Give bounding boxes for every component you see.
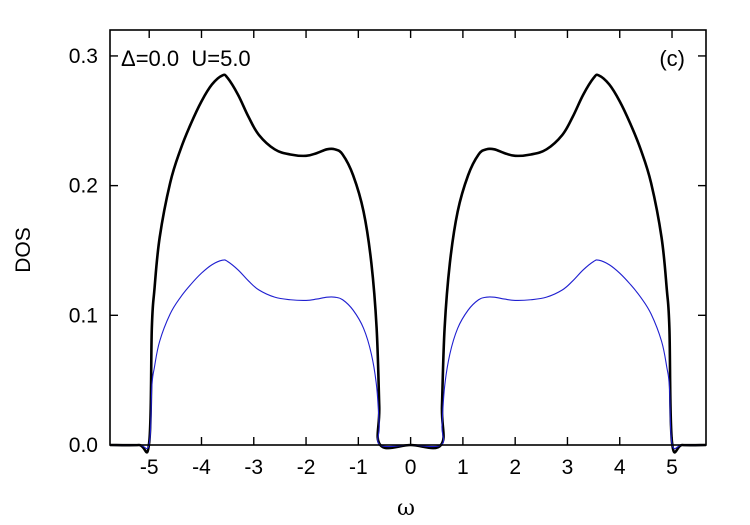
x-tick-label: -5 — [140, 456, 159, 479]
x-tick-label: -2 — [297, 456, 316, 479]
plot-frame — [109, 29, 707, 446]
x-tick-label: -4 — [192, 456, 211, 479]
x-tick-label: 1 — [457, 456, 469, 479]
ticks-layer: -5 -4 -3 -2 -1 0 1 2 3 4 5 0.0 0.1 0.2 0.3 — [69, 30, 706, 479]
x-tick-label: 3 — [562, 456, 574, 479]
series-layer — [109, 73, 707, 454]
y-tick-label: 0.1 — [69, 304, 98, 327]
x-tick-label: 2 — [509, 456, 521, 479]
y-tick-label: 0.2 — [69, 175, 98, 198]
params-annotation: Δ=0.0 U=5.0 — [121, 46, 251, 71]
series-line-black — [109, 73, 707, 454]
x-tick-label: 5 — [666, 456, 678, 479]
x-tick-label: -1 — [349, 456, 368, 479]
panel-label: (c) — [659, 46, 685, 71]
x-tick-label: -3 — [244, 456, 263, 479]
x-tick-label: 0 — [405, 456, 417, 479]
series-line-blue — [109, 259, 707, 450]
x-tick-label: 4 — [614, 456, 626, 479]
y-tick-label: 0.0 — [69, 434, 98, 457]
y-axis-label: DOS — [12, 227, 35, 273]
y-tick-label: 0.3 — [69, 45, 98, 68]
x-axis-label: ω — [397, 496, 415, 521]
